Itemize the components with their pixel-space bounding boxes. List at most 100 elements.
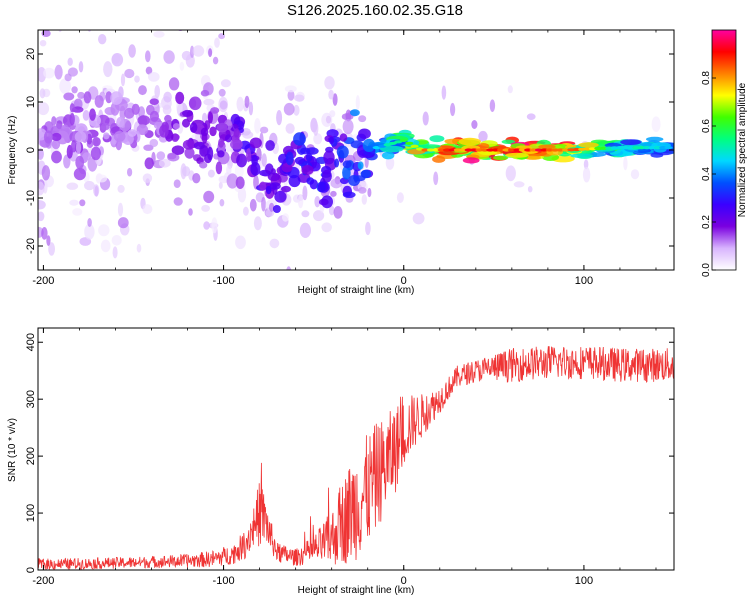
- spectrogram-noise-blob: [321, 112, 333, 127]
- spectrogram-ridge-blob: [334, 158, 340, 168]
- spectrogram-noise-blob: [43, 67, 55, 79]
- spectrogram-noise-blob: [261, 196, 266, 212]
- spectrogram-ridge-blob: [63, 92, 75, 101]
- spectrogram-ridge-blob: [103, 132, 110, 140]
- spectrogram-noise-blob: [117, 184, 125, 193]
- spectrogram-noise-blob: [67, 57, 73, 66]
- spectrogram-noise-blob: [285, 123, 295, 134]
- spectrogram-noise-blob: [158, 158, 171, 168]
- spectrogram-noise-blob: [582, 166, 591, 183]
- snr-y-axis-label: SNR (10 * v/v): [7, 418, 18, 482]
- spectrogram-noise-blob: [218, 88, 226, 97]
- spectrogram-noise-blob: [192, 45, 205, 57]
- spectrogram-ridge-blob: [348, 175, 360, 186]
- spectrogram-noise-blob: [67, 67, 78, 77]
- spectrogram-noise-blob: [249, 198, 257, 212]
- spectrogram-ridge-blob: [75, 155, 85, 170]
- spectrogram-noise-blob: [283, 102, 295, 116]
- spectrogram-ridge-blob: [69, 113, 75, 126]
- spectrogram-noise-blob: [286, 266, 292, 270]
- spectrogram-noise-blob: [154, 85, 160, 99]
- y-tick-label: 20: [25, 48, 37, 60]
- y-tick-label: 400: [25, 333, 37, 351]
- y-tick-label: -10: [25, 190, 37, 206]
- spectrogram-y-ticks: -20 -10 0 10 20: [25, 48, 674, 254]
- spectrogram-ridge-blob: [74, 131, 87, 143]
- spectrogram-ridge-blob: [342, 165, 351, 180]
- spectrogram-noise-blob: [235, 235, 246, 250]
- spectrogram-noise-blob: [153, 6, 161, 16]
- snr-frame: [37, 327, 675, 571]
- spectrogram-ridge-blob: [184, 147, 195, 159]
- spectrogram-noise-blob: [77, 91, 85, 99]
- spectrogram-noise-blob: [125, 10, 133, 21]
- spectrogram-noise-blob: [284, 85, 297, 93]
- colorbar-tick-label: 0.4: [701, 167, 712, 181]
- colorbar-scale: [711, 29, 737, 271]
- spectrogram-ridge-blob: [458, 137, 481, 146]
- spectrogram-ridge-blob: [382, 151, 395, 160]
- spectrogram-noise-blob: [253, 216, 262, 231]
- spectrogram-ridge-blob: [524, 155, 541, 160]
- spectrogram-noise-blob: [96, 174, 108, 183]
- spectrogram-noise-blob: [203, 221, 210, 230]
- spectrogram-ridge-blob: [250, 162, 261, 176]
- spectrogram-ridge-blob: [323, 150, 335, 165]
- x-tick-label: -200: [32, 275, 54, 287]
- x-tick-label: -200: [32, 575, 54, 587]
- spectrogram-core-blob: [405, 141, 414, 145]
- spectrogram-ridge-blob: [113, 131, 126, 142]
- spectrogram-ridge-blob: [281, 163, 293, 173]
- spectrogram-noise-blob: [328, 205, 335, 216]
- x-tick-label: 0: [401, 575, 407, 587]
- spectrogram-noise-blob: [54, 64, 63, 80]
- snr-x-axis-label: Height of straight line (km): [298, 585, 415, 596]
- spectrogram-noise-blob: [69, 199, 79, 206]
- spectrogram-ridge-blob: [233, 128, 240, 138]
- y-tick-label: -20: [25, 238, 37, 254]
- spectrogram-noise-blob: [212, 56, 219, 65]
- spectrogram-noise-blob: [166, 11, 178, 25]
- spectrogram-ridge-blob: [51, 150, 62, 164]
- spectrogram-ridge-blob: [265, 140, 275, 151]
- spectrogram-noise-blob: [313, 210, 325, 222]
- spectrogram-noise-blob: [287, 89, 295, 101]
- spectrogram-ridge-blob: [82, 152, 92, 161]
- spectrogram-ridge-blob: [505, 152, 529, 158]
- y-tick-label: 0: [25, 147, 37, 153]
- spectrogram-noise-blob: [148, 72, 160, 82]
- spectrogram-noise-blob: [166, 0, 176, 3]
- spectrogram-noise-blob: [145, 66, 153, 75]
- spectrogram-noise-blob: [218, 181, 223, 189]
- colorbar: 0.0 0.2 0.4 0.6 0.8 Normalized spectral ampl…: [701, 29, 748, 277]
- spectrogram-ridge-blob: [144, 157, 154, 170]
- spectrogram-ridge-blob: [76, 141, 81, 155]
- spectrogram-noise-blob: [66, 182, 79, 190]
- spectrogram-noise-blob: [41, 30, 51, 37]
- spectrogram-core-blob: [507, 148, 516, 152]
- spectrogram-noise-blob: [324, 76, 335, 90]
- spectrogram-ridge-blob: [83, 91, 92, 104]
- spectrogram-noise-blob: [330, 190, 337, 197]
- spectrogram-ridge-blob: [317, 181, 330, 193]
- spectrogram-noise-blob: [396, 192, 404, 204]
- spectrogram-noise-blob: [301, 210, 310, 218]
- spectrogram-noise-blob: [365, 221, 371, 236]
- spectrogram-noise-blob: [64, 73, 72, 82]
- spectrogram-ridge-blob: [175, 91, 185, 105]
- x-tick-label: -100: [213, 575, 235, 587]
- spectrogram-noise-blob: [236, 96, 244, 112]
- spectrogram-noise-blob: [220, 79, 231, 88]
- spectrogram-ridge-blob: [285, 151, 294, 166]
- spectrogram-ridge-blob: [89, 108, 96, 121]
- spectrogram-noise-blob: [192, 173, 201, 184]
- spectrogram-ridge-blob: [225, 134, 232, 143]
- spectrogram-noise-blob: [173, 197, 183, 206]
- spectrogram-noise-blob: [78, 61, 84, 73]
- spectrogram-noise-blob: [38, 200, 46, 210]
- spectrogram-ridge-blob: [493, 155, 509, 161]
- spectrogram-noise-blob: [162, 104, 172, 115]
- spectrogram-noise-blob: [127, 167, 133, 177]
- spectrogram-ridge-blob: [357, 161, 364, 170]
